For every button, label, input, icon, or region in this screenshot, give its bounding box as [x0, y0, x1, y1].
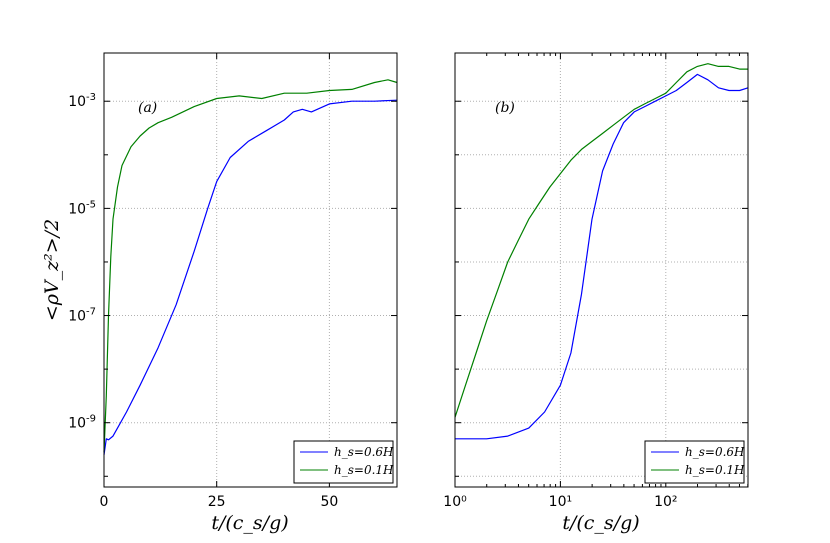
p0-ytick-label: 10-7	[68, 307, 96, 325]
p1-xtick-label: 10⁰	[443, 494, 467, 510]
panel-a: 10-9 10-7 10-5 10-3 0 25 50 (a) h_s=0.6H h_s=0…	[68, 52, 398, 510]
p0-xtick-label: 50	[320, 494, 338, 510]
panel-b-label: (b)	[495, 100, 515, 116]
p1-xtick-label: 10¹	[549, 494, 572, 510]
panel-b-legend-label-blue: h_s=0.6H	[685, 445, 745, 459]
panel-b-legend: h_s=0.6H h_s=0.1H	[644, 440, 745, 484]
panel-b-plot-area	[455, 53, 748, 487]
p0-ytick-label: 10-3	[68, 92, 96, 110]
panel-a-legend: h_s=0.6H h_s=0.1H	[293, 440, 394, 484]
panel-a-legend-label-blue: h_s=0.6H	[334, 445, 394, 459]
p0-xtick-label: 0	[100, 494, 109, 510]
panel-b-lines	[454, 63, 749, 440]
panel-b-legend-box	[644, 440, 745, 484]
p1-series-blue-line	[455, 73, 749, 440]
p0-xtick-label: 25	[208, 494, 226, 510]
panel-b-legend-label-green: h_s=0.1H	[685, 463, 745, 477]
p0-series-blue-line	[103, 99, 398, 455]
p0-ytick-label: 10-9	[68, 414, 96, 432]
p0-ytick-label: 10-5	[68, 199, 96, 217]
panel-a-legend-box	[293, 440, 394, 484]
panel-b-xlabel: t/(c_s/g)	[562, 512, 639, 534]
panel-a-legend-label-green: h_s=0.1H	[334, 463, 394, 477]
panel-b: 10⁰ 10¹ 10² (b) h_s=0.6H h_s=0.1H	[443, 52, 749, 510]
p1-xtick-label: 10²	[654, 494, 677, 510]
p0-series-green-line	[103, 79, 398, 453]
p1-series-green-line	[454, 63, 748, 418]
panel-a-xlabel: t/(c_s/g)	[211, 512, 288, 534]
panel-a-plot-area	[104, 53, 397, 487]
panel-a-frame	[103, 52, 398, 488]
panel-a-ticks: 10-9 10-7 10-5 10-3 0 25 50	[68, 53, 397, 510]
panel-a-lines	[103, 79, 398, 455]
panel-b-ticks: 10⁰ 10¹ 10²	[443, 53, 749, 510]
panel-a-label: (a)	[138, 100, 157, 116]
panel-b-frame	[454, 52, 749, 488]
ylabel: <ρV_z²>/2	[41, 219, 63, 321]
